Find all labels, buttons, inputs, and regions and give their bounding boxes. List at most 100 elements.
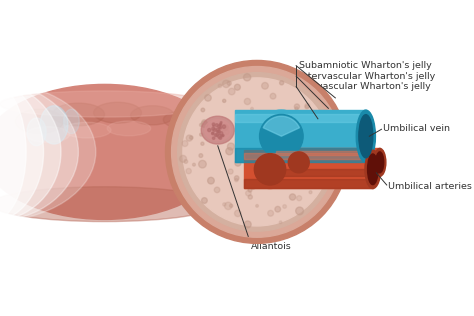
Circle shape bbox=[228, 88, 235, 95]
Circle shape bbox=[222, 135, 223, 137]
Circle shape bbox=[183, 78, 331, 226]
Circle shape bbox=[275, 206, 281, 212]
Circle shape bbox=[246, 191, 251, 196]
Circle shape bbox=[205, 94, 211, 101]
Circle shape bbox=[184, 160, 188, 163]
Circle shape bbox=[317, 120, 321, 124]
Circle shape bbox=[283, 205, 286, 208]
Ellipse shape bbox=[94, 102, 142, 123]
Circle shape bbox=[180, 155, 186, 162]
Circle shape bbox=[251, 149, 259, 157]
Circle shape bbox=[319, 165, 324, 169]
Circle shape bbox=[225, 130, 229, 134]
Circle shape bbox=[294, 104, 300, 109]
Ellipse shape bbox=[0, 82, 26, 222]
Circle shape bbox=[201, 142, 204, 145]
Ellipse shape bbox=[63, 122, 111, 138]
Circle shape bbox=[256, 176, 263, 183]
Circle shape bbox=[212, 127, 215, 130]
Ellipse shape bbox=[0, 82, 44, 222]
Circle shape bbox=[264, 138, 269, 143]
Circle shape bbox=[259, 146, 266, 153]
Circle shape bbox=[223, 125, 228, 130]
Circle shape bbox=[297, 196, 301, 201]
Circle shape bbox=[297, 117, 301, 122]
Ellipse shape bbox=[64, 109, 79, 134]
Circle shape bbox=[305, 103, 310, 108]
Circle shape bbox=[268, 210, 273, 216]
Circle shape bbox=[213, 125, 214, 127]
Circle shape bbox=[303, 129, 310, 135]
Circle shape bbox=[249, 140, 252, 143]
Circle shape bbox=[288, 152, 309, 173]
Circle shape bbox=[220, 125, 227, 131]
Text: Subamniotic Wharton's jelly: Subamniotic Wharton's jelly bbox=[299, 61, 431, 70]
Circle shape bbox=[216, 128, 219, 131]
Circle shape bbox=[218, 125, 221, 128]
Circle shape bbox=[223, 99, 226, 102]
Ellipse shape bbox=[365, 150, 381, 188]
Circle shape bbox=[220, 123, 221, 125]
Circle shape bbox=[222, 134, 224, 137]
Circle shape bbox=[223, 203, 226, 206]
Ellipse shape bbox=[52, 103, 105, 126]
Circle shape bbox=[200, 133, 203, 136]
Circle shape bbox=[244, 74, 251, 81]
Circle shape bbox=[284, 138, 288, 142]
Ellipse shape bbox=[164, 111, 202, 128]
Circle shape bbox=[255, 110, 308, 162]
Circle shape bbox=[290, 194, 296, 200]
Circle shape bbox=[201, 121, 208, 127]
Circle shape bbox=[309, 191, 312, 194]
Circle shape bbox=[281, 128, 283, 131]
Circle shape bbox=[212, 132, 214, 134]
Circle shape bbox=[299, 134, 306, 141]
Circle shape bbox=[256, 204, 258, 207]
Circle shape bbox=[218, 135, 221, 138]
Ellipse shape bbox=[0, 84, 227, 219]
Text: Umbilical arteries: Umbilical arteries bbox=[389, 182, 473, 191]
Circle shape bbox=[289, 156, 292, 159]
Circle shape bbox=[212, 137, 215, 139]
Circle shape bbox=[214, 187, 220, 193]
Circle shape bbox=[255, 154, 286, 185]
Circle shape bbox=[225, 202, 232, 210]
Text: Allantois: Allantois bbox=[251, 242, 292, 251]
Circle shape bbox=[222, 125, 226, 128]
Ellipse shape bbox=[26, 127, 70, 142]
Circle shape bbox=[199, 154, 203, 157]
Circle shape bbox=[252, 163, 255, 167]
Ellipse shape bbox=[15, 109, 63, 134]
Ellipse shape bbox=[0, 187, 218, 222]
Circle shape bbox=[222, 80, 230, 88]
Circle shape bbox=[280, 154, 285, 159]
Circle shape bbox=[251, 107, 254, 110]
Circle shape bbox=[321, 159, 325, 164]
Bar bbox=[276, 151, 380, 155]
Bar bbox=[235, 148, 366, 162]
Circle shape bbox=[190, 136, 193, 139]
Circle shape bbox=[200, 123, 203, 127]
Text: Intervascular Wharton's jelly: Intervascular Wharton's jelly bbox=[299, 72, 435, 81]
Bar bbox=[276, 169, 380, 176]
Circle shape bbox=[262, 82, 268, 89]
Circle shape bbox=[296, 207, 303, 215]
Ellipse shape bbox=[205, 120, 231, 141]
Circle shape bbox=[295, 107, 298, 110]
Circle shape bbox=[274, 141, 280, 147]
Circle shape bbox=[219, 127, 221, 129]
Circle shape bbox=[305, 105, 309, 109]
Circle shape bbox=[237, 129, 242, 133]
Circle shape bbox=[226, 148, 233, 155]
Circle shape bbox=[192, 163, 195, 166]
Circle shape bbox=[248, 159, 253, 163]
Ellipse shape bbox=[376, 152, 383, 173]
Circle shape bbox=[201, 108, 205, 112]
Ellipse shape bbox=[0, 82, 78, 222]
Circle shape bbox=[235, 178, 238, 182]
Circle shape bbox=[229, 204, 233, 207]
Bar bbox=[235, 114, 366, 122]
Circle shape bbox=[235, 176, 239, 180]
Ellipse shape bbox=[131, 106, 174, 125]
Ellipse shape bbox=[374, 149, 386, 176]
